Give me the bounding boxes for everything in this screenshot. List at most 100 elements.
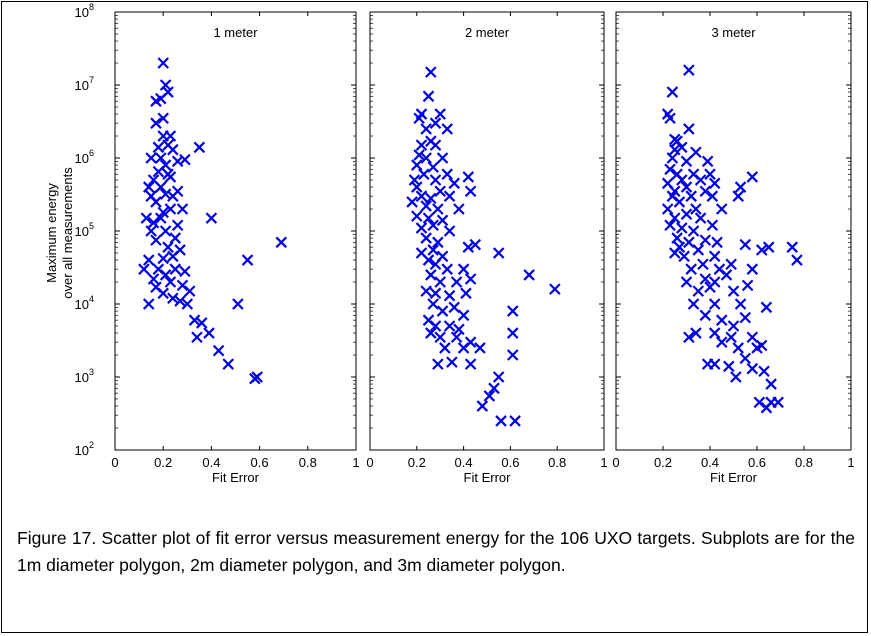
x-tick-label: 0.2 — [654, 455, 672, 470]
data-point-marker — [762, 241, 775, 253]
data-point-marker — [150, 117, 162, 129]
data-point-marker — [142, 298, 155, 310]
data-point-marker — [699, 234, 712, 246]
data-point-marker — [448, 177, 461, 190]
data-point-marker — [155, 212, 167, 224]
data-point-marker — [212, 344, 225, 357]
data-point-marker — [155, 92, 167, 105]
x-tick-label: 0.2 — [408, 455, 426, 470]
data-point-marker — [152, 165, 165, 178]
data-point-marker — [191, 331, 203, 344]
data-point-marker — [193, 141, 206, 154]
data-point-marker — [666, 86, 679, 98]
data-point-marker — [443, 190, 456, 202]
x-tick-label: 0 — [111, 455, 118, 470]
data-point-marker — [432, 236, 444, 249]
data-point-marker — [755, 244, 768, 256]
data-point-marker — [436, 152, 449, 164]
data-point-marker — [720, 269, 733, 281]
data-point-marker — [453, 203, 465, 215]
data-point-marker — [694, 174, 707, 186]
data-point-marker — [145, 152, 157, 164]
data-point-marker — [418, 168, 430, 180]
data-point-marker — [678, 250, 690, 263]
data-point-marker — [715, 336, 728, 348]
data-point-marker — [164, 130, 177, 142]
data-point-marker — [732, 342, 744, 354]
data-point-marker — [411, 210, 423, 222]
data-point-marker — [164, 276, 177, 288]
data-point-marker — [432, 203, 444, 215]
data-point-marker — [436, 305, 449, 317]
data-point-marker — [443, 225, 456, 237]
data-point-marker — [425, 327, 437, 339]
x-tick-label: 0.8 — [795, 455, 813, 470]
data-point-marker — [741, 279, 754, 292]
data-point-marker — [685, 190, 697, 202]
data-point-marker — [668, 143, 681, 156]
data-point-marker — [434, 185, 446, 198]
data-point-marker — [680, 276, 693, 288]
data-point-marker — [152, 141, 165, 154]
data-point-marker — [147, 273, 160, 285]
data-point-marker — [685, 263, 697, 275]
data-point-marker — [699, 273, 712, 285]
data-point-marker — [176, 203, 189, 215]
data-point-marker — [690, 146, 702, 158]
data-point-marker — [765, 378, 777, 390]
data-point-marker — [422, 90, 435, 103]
data-point-marker — [725, 258, 737, 271]
data-point-marker — [222, 358, 235, 370]
data-point-marker — [746, 362, 759, 375]
data-point-marker — [167, 190, 179, 202]
y-tick-label: 105 — [75, 221, 94, 239]
data-point-marker — [506, 327, 519, 339]
data-point-marker — [181, 298, 194, 310]
data-point-marker — [232, 298, 244, 310]
data-point-marker — [683, 123, 695, 135]
data-point-marker — [462, 241, 475, 253]
data-point-marker — [429, 320, 442, 332]
scatter-figure: 0 0.2 0.4 0.6 0.8 1 102 103 104 105 106 107 108 1 met… — [44, 2, 855, 485]
data-point-marker — [413, 112, 425, 125]
data-point-marker — [734, 181, 747, 193]
data-point-marker — [406, 196, 418, 208]
data-point-marker — [164, 171, 177, 183]
data-point-marker — [746, 331, 759, 344]
data-point-marker — [692, 285, 705, 297]
y-tick-label: 106 — [75, 148, 94, 166]
data-point-marker — [429, 258, 442, 271]
data-point-marker — [434, 276, 446, 288]
data-point-marker — [420, 232, 432, 244]
data-point-marker — [457, 263, 470, 275]
data-point-marker — [138, 263, 150, 275]
x-tick-label: 1 — [352, 455, 359, 470]
data-point-marker — [690, 327, 702, 339]
x-tick-label: 0.4 — [701, 455, 719, 470]
data-point-marker — [249, 372, 261, 385]
data-point-marker — [469, 238, 482, 251]
y-tick-label: 104 — [75, 294, 94, 312]
data-point-marker — [730, 371, 742, 383]
x-tick-label: 0 — [366, 455, 373, 470]
data-point-marker — [692, 244, 705, 256]
data-point-marker — [694, 212, 707, 224]
data-point-marker — [680, 208, 693, 220]
x-tick-label: 1 — [847, 455, 854, 470]
data-point-marker — [427, 244, 439, 256]
data-point-marker — [464, 273, 477, 285]
data-point-marker — [450, 331, 463, 344]
data-point-marker — [415, 222, 428, 234]
data-point-marker — [464, 358, 477, 370]
data-point-marker — [739, 311, 752, 324]
data-point-marker — [492, 371, 505, 383]
x-axis-label: Fit Error — [710, 470, 758, 485]
data-point-marker — [492, 247, 505, 259]
data-point-marker — [715, 203, 728, 215]
data-point-marker — [506, 305, 519, 317]
data-point-marker — [439, 342, 451, 354]
panel-title: 1 meter — [213, 25, 258, 40]
data-point-marker — [687, 225, 700, 237]
data-point-marker — [429, 117, 442, 129]
data-point-marker — [150, 196, 162, 208]
